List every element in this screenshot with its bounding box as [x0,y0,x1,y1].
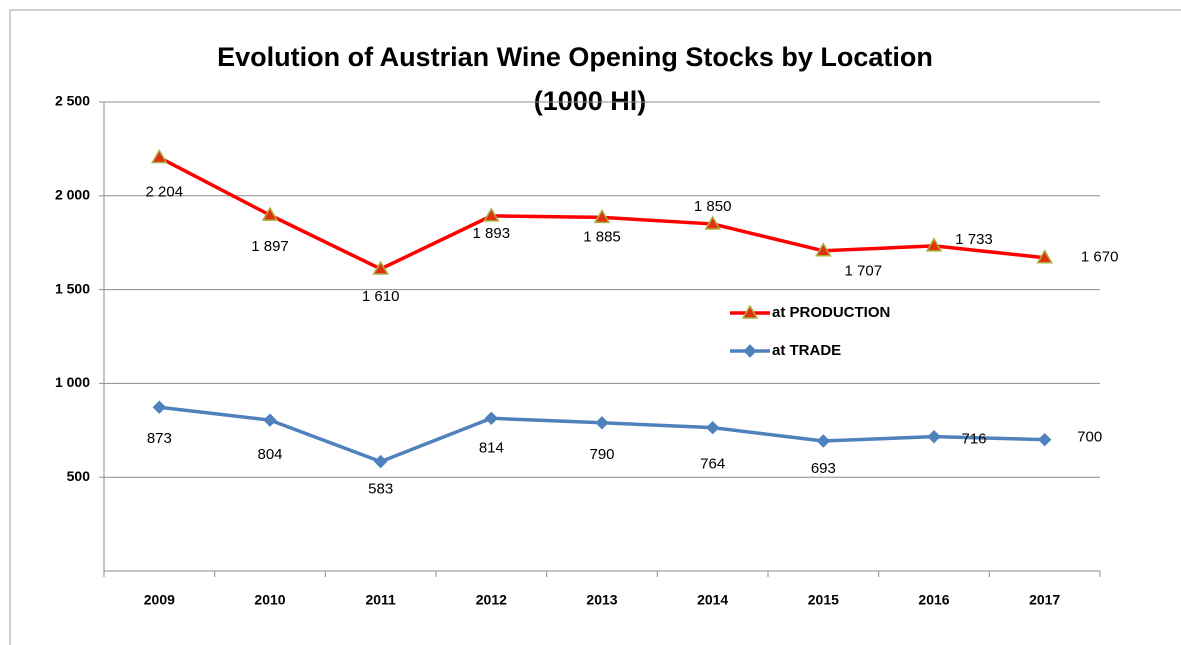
data-label: 814 [479,439,504,456]
chart-subtitle: (1000 Hl) [534,86,647,116]
data-label: 804 [257,446,282,463]
data-label: 1 707 [845,263,883,280]
data-label: 2 204 [146,183,184,200]
data-label: 700 [1077,429,1102,446]
marker [705,420,720,435]
y-tick-label: 2 000 [55,187,90,203]
legend-label: at PRODUCTION [772,304,890,321]
data-label: 1 670 [1081,249,1119,266]
chart-frame [9,9,1181,645]
x-tick-label: 2013 [586,592,617,608]
marker [263,413,277,427]
x-tick-label: 2016 [918,592,949,608]
y-tick-label: 1 500 [55,280,90,296]
marker [372,260,389,275]
marker [261,206,279,221]
marker [743,344,757,358]
data-label: 1 850 [694,198,732,215]
data-label: 1 733 [955,231,993,248]
marker [816,434,831,448]
data-label: 790 [589,446,614,463]
y-tick-label: 1 000 [55,374,90,390]
marker [151,149,168,164]
data-label: 583 [368,481,393,498]
data-label: 873 [147,430,172,447]
data-label: 764 [700,456,725,473]
y-tick-label: 500 [67,468,91,484]
marker [741,304,759,319]
data-label: 716 [961,431,986,448]
x-tick-label: 2017 [1029,592,1060,608]
marker [815,242,832,257]
marker [925,237,943,252]
x-tick-label: 2014 [697,592,728,608]
data-label: 1 893 [473,225,511,242]
chart-title: Evolution of Austrian Wine Opening Stock… [217,42,933,72]
marker [483,207,500,222]
data-label: 1 610 [362,288,400,305]
marker [595,416,609,430]
data-label: 1 885 [583,228,621,245]
y-tick-label: 2 500 [55,93,90,109]
data-label: 1 897 [251,238,289,255]
x-tick-label: 2012 [476,592,507,608]
marker [927,429,941,444]
marker [704,215,721,230]
data-label: 693 [811,460,836,477]
marker [373,454,388,469]
x-tick-label: 2010 [254,592,285,608]
legend-label: at TRADE [772,342,841,359]
marker [1037,432,1052,447]
marker [593,208,611,224]
x-tick-label: 2009 [144,592,175,608]
marker [1036,249,1053,264]
marker [484,411,499,426]
x-tick-label: 2011 [365,592,396,608]
marker [152,400,167,414]
x-tick-label: 2015 [808,592,839,608]
